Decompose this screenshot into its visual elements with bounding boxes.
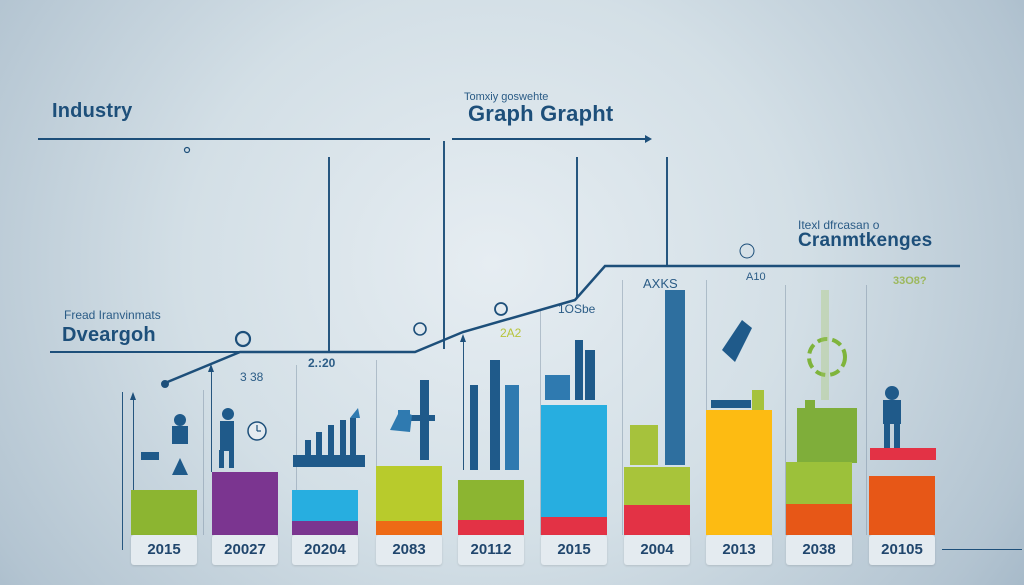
bar-20105 (869, 476, 935, 535)
category-label: 20027 (212, 535, 278, 565)
bar-2004 (624, 467, 690, 535)
guide (540, 310, 541, 535)
bar-seg-cyan (541, 405, 607, 517)
bar-20204 (292, 490, 358, 535)
industry-title: Industry (52, 100, 133, 122)
annotation-1: 3 38 (240, 370, 264, 384)
guide (296, 365, 297, 535)
category-label: 2013 (706, 535, 772, 565)
changes-subtitle: Itexl dfrcasan o (798, 218, 880, 232)
graph-rule (452, 138, 650, 140)
bar-seg-yellow (706, 410, 772, 535)
category-label: 2015 (541, 535, 607, 565)
axis-arrow-3 (463, 340, 464, 470)
bar-20027 (212, 472, 278, 535)
graph-subtitle: Tomxiy goswehte (464, 91, 549, 103)
guide (203, 390, 204, 535)
develop-title: Dveargoh (62, 324, 156, 346)
category-label: 2038 (786, 535, 852, 565)
develop-subtitle: Fread Iranvinmats (64, 308, 161, 322)
bar-seg-purple (212, 472, 278, 535)
category-label: 20112 (458, 535, 524, 565)
connector-4 (666, 157, 668, 267)
bar-seg-red (458, 520, 524, 535)
bar-seg-orange (786, 504, 852, 535)
bar-seg-lime (624, 467, 690, 505)
guide (376, 360, 377, 535)
guide (706, 280, 707, 535)
guide (785, 285, 786, 535)
bar-seg-green (458, 480, 524, 520)
bar-seg-red (541, 517, 607, 535)
annotation-4: 1OSbe (558, 302, 596, 316)
bar-seg-green (786, 462, 852, 504)
bar-2083 (376, 466, 442, 535)
category-label: 20204 (292, 535, 358, 565)
bar-2038 (786, 462, 852, 535)
bar-2015 (131, 490, 197, 535)
bar-seg-red (624, 505, 690, 535)
bar-seg-cyan (292, 490, 358, 521)
guide (622, 280, 623, 535)
graph-title: Graph Grapht (468, 101, 614, 126)
connector-1 (328, 157, 330, 352)
bar-2013 (706, 410, 772, 535)
annotation-7: 33O8? (893, 275, 927, 287)
baseline-rule (942, 549, 1022, 550)
bar-seg-purple (292, 521, 358, 535)
axis-arrow-1 (133, 400, 134, 530)
industry-rule (38, 138, 430, 140)
bar-seg-orange (869, 476, 935, 535)
axis-left (122, 392, 123, 550)
develop-rule (50, 351, 416, 353)
annotation-5: AXKS (643, 276, 678, 291)
changes-title: Cranmtkenges (798, 230, 933, 251)
bar-seg-green (131, 490, 197, 535)
annotation-6: A10 (746, 271, 766, 283)
guide (866, 285, 867, 535)
connector-3 (576, 157, 578, 297)
bar-seg-orange (376, 521, 442, 535)
category-label: 2083 (376, 535, 442, 565)
bar-20112 (458, 480, 524, 535)
bar-seg-lime (376, 466, 442, 521)
category-label: 20105 (869, 535, 935, 565)
category-label: 2004 (624, 535, 690, 565)
annotation-3: 2A2 (500, 326, 522, 340)
axis-arrow-2 (211, 372, 212, 472)
category-label: 2015 (131, 535, 197, 565)
bar-2015b (541, 405, 607, 535)
annotation-2: 2.:20 (308, 356, 336, 370)
connector-2 (443, 141, 445, 349)
